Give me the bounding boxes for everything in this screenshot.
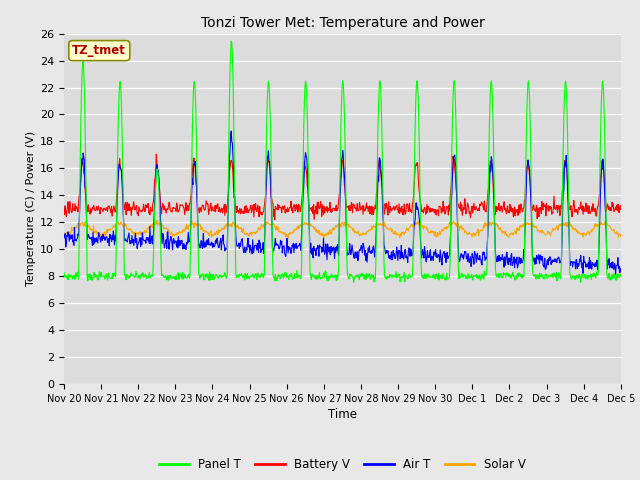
Solar V: [164, 228, 172, 234]
Legend: Panel T, Battery V, Air T, Solar V: Panel T, Battery V, Air T, Solar V: [154, 454, 531, 476]
Air T: [612, 271, 620, 277]
Panel T: [350, 279, 358, 285]
Solar V: [60, 232, 68, 238]
Panel T: [163, 273, 171, 279]
Battery V: [60, 205, 68, 211]
Air T: [60, 235, 68, 241]
Panel T: [60, 270, 68, 276]
Battery V: [590, 208, 598, 214]
Line: Solar V: Solar V: [64, 220, 621, 239]
Title: Tonzi Tower Met: Temperature and Power: Tonzi Tower Met: Temperature and Power: [200, 16, 484, 30]
Solar V: [389, 231, 397, 237]
Panel T: [227, 38, 235, 44]
Battery V: [152, 151, 160, 157]
Air T: [617, 265, 625, 271]
Line: Panel T: Panel T: [64, 41, 621, 282]
Solar V: [599, 222, 607, 228]
Solar V: [153, 217, 161, 223]
Battery V: [292, 202, 300, 207]
X-axis label: Time: Time: [328, 408, 357, 421]
Air T: [589, 263, 597, 268]
Air T: [163, 229, 171, 235]
Solar V: [590, 225, 598, 231]
Panel T: [87, 276, 95, 282]
Y-axis label: Temperature (C) / Power (V): Temperature (C) / Power (V): [26, 131, 36, 287]
Panel T: [590, 273, 598, 279]
Solar V: [617, 234, 625, 240]
Text: TZ_tmet: TZ_tmet: [72, 44, 126, 57]
Air T: [598, 166, 606, 172]
Solar V: [284, 236, 292, 241]
Panel T: [292, 275, 300, 281]
Air T: [227, 128, 235, 134]
Panel T: [389, 273, 397, 278]
Air T: [388, 255, 396, 261]
Line: Air T: Air T: [64, 131, 621, 274]
Battery V: [87, 206, 95, 212]
Air T: [87, 236, 95, 242]
Battery V: [271, 217, 278, 223]
Battery V: [617, 203, 625, 208]
Air T: [292, 245, 300, 251]
Line: Battery V: Battery V: [64, 154, 621, 220]
Battery V: [164, 206, 172, 212]
Solar V: [87, 226, 95, 231]
Battery V: [599, 161, 607, 167]
Battery V: [389, 205, 397, 211]
Solar V: [292, 227, 300, 232]
Panel T: [599, 78, 607, 84]
Panel T: [617, 273, 625, 279]
